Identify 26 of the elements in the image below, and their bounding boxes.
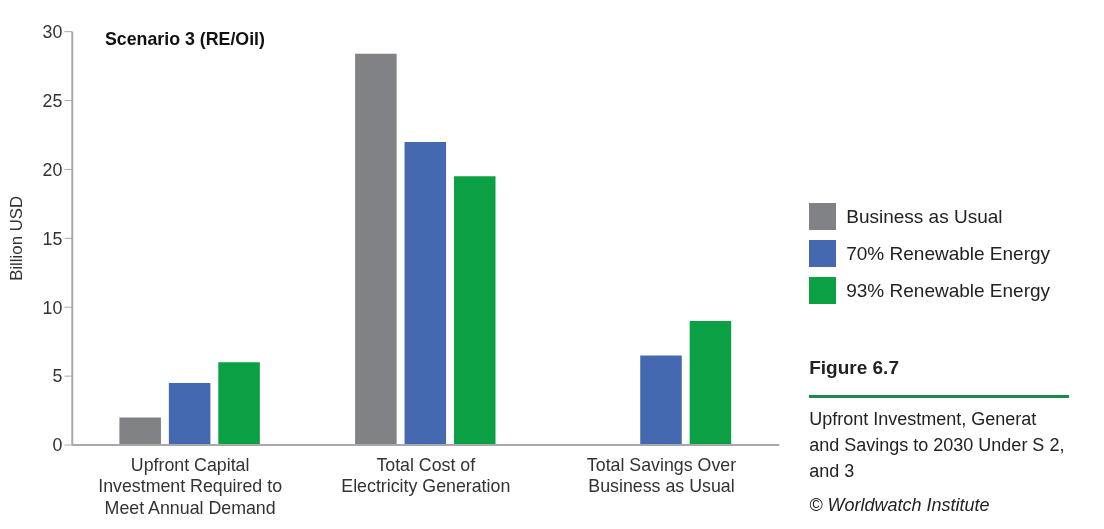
- x-tick-label: Upfront Capital Investment Required to Meet Annual Demand: [98, 454, 283, 519]
- bar: [119, 417, 161, 446]
- y-tick-label: 5: [52, 366, 63, 387]
- caption: Figure 6.7: [809, 355, 1070, 398]
- bar: [168, 383, 211, 446]
- y-tick-label: 15: [42, 228, 63, 249]
- y-axis-title: Billion USD: [6, 195, 26, 281]
- chart-title: Scenario 3 (RE/Oil): [104, 28, 266, 49]
- bar: [640, 355, 682, 446]
- y-tick-label: 10: [42, 297, 63, 318]
- legend-label: 70% Renewable Energy: [846, 242, 1051, 265]
- bar: [355, 53, 397, 446]
- bar: [218, 362, 260, 446]
- text: © Worldwatch Institute: [809, 494, 991, 517]
- x-tick-label: Total Cost of Electricity Generation: [341, 454, 511, 497]
- x-tick-label: Total Savings Over Business as Usual: [586, 454, 737, 497]
- bar: [404, 141, 447, 446]
- y-tick-label: 30: [42, 21, 63, 42]
- bar: [689, 321, 732, 446]
- legend-label: Business as Usual: [846, 205, 1003, 228]
- bar: [453, 176, 496, 446]
- legend-label: 93% Renewable Energy: [846, 279, 1051, 302]
- y-tick-label: 0: [52, 435, 63, 456]
- y-tick-label: 20: [42, 159, 63, 180]
- y-tick-label: 25: [42, 90, 63, 111]
- text: Upfront Investment, Generat and Savings to 2030 Under S 2, and 3: [809, 408, 1066, 483]
